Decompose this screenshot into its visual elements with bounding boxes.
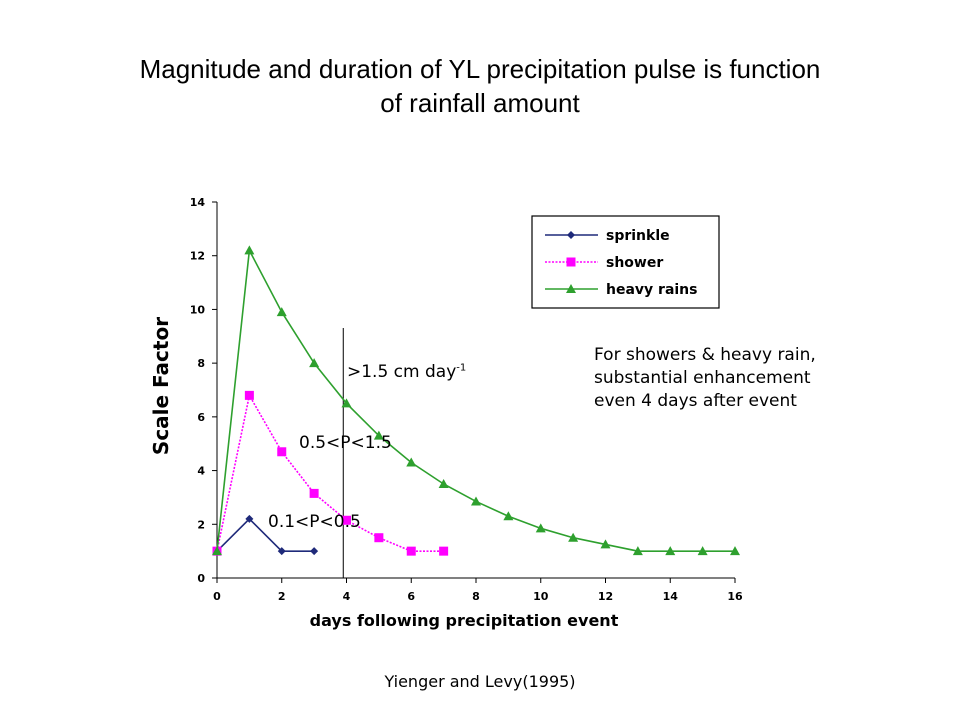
enhancement-note: For showers & heavy rain, substantial en…	[594, 344, 816, 413]
y-tick-label: 4	[197, 465, 205, 478]
point-heavy-rains	[406, 457, 417, 467]
point-heavy-rains	[438, 479, 449, 488]
y-tick-label: 8	[197, 357, 205, 370]
point-heavy-rains	[373, 430, 384, 440]
slide-title-line-1: Magnitude and duration of YL precipitati…	[139, 54, 821, 84]
point-shower	[277, 447, 287, 457]
annotation-heavy-superscript: -1	[456, 362, 467, 374]
legend-marker-shower	[566, 257, 576, 267]
point-shower	[374, 533, 384, 543]
legend-label-sprinkle: sprinkle	[606, 228, 670, 244]
legend-label-heavy-rains: heavy rains	[606, 282, 698, 298]
point-shower	[439, 546, 449, 556]
y-tick-label: 0	[197, 572, 205, 585]
point-heavy-rains	[600, 539, 611, 549]
x-tick-label: 10	[533, 590, 549, 603]
citation: Yienger and Levy(1995)	[384, 672, 576, 691]
y-tick-label: 2	[197, 518, 205, 531]
x-tick-label: 4	[343, 590, 351, 603]
x-tick-label: 12	[598, 590, 613, 603]
annotation-heavy-threshold: >1.5 cm day-1	[347, 362, 466, 382]
y-tick-label: 6	[197, 411, 205, 424]
point-heavy-rains	[471, 496, 481, 506]
annotation-heavy-text: >1.5 cm day	[347, 362, 457, 382]
slide-title-line-2: of rainfall amount	[380, 88, 580, 118]
point-shower	[309, 488, 319, 498]
point-heavy-rains	[244, 245, 255, 255]
point-heavy-rains	[341, 398, 352, 408]
x-tick-label: 8	[472, 590, 480, 603]
y-tick-label: 12	[190, 250, 205, 263]
series-line-sprinkle	[216, 517, 315, 552]
x-tick-label: 6	[407, 590, 415, 603]
point-heavy-rains	[665, 546, 676, 556]
point-shower	[244, 390, 254, 400]
point-heavy-rains	[212, 546, 222, 556]
series-line-shower	[216, 393, 444, 552]
point-sprinkle	[245, 514, 254, 523]
point-heavy-rains	[697, 546, 708, 556]
point-heavy-rains	[309, 358, 320, 368]
point-shower	[406, 546, 416, 556]
point-heavy-rains	[535, 523, 546, 533]
point-sprinkle	[310, 547, 319, 556]
point-sprinkle	[277, 547, 286, 556]
note-line-3: even 4 days after event	[594, 391, 797, 411]
point-heavy-rains	[568, 532, 579, 542]
y-tick-label: 10	[190, 303, 206, 316]
legend-marker-heavy-rains	[566, 284, 576, 293]
point-shower	[342, 515, 351, 525]
point-heavy-rains	[730, 546, 740, 556]
x-tick-label: 0	[213, 590, 221, 603]
legend-label-shower: shower	[606, 255, 663, 271]
point-heavy-rains	[503, 511, 514, 521]
note-line-1: For showers & heavy rain,	[594, 345, 816, 365]
x-tick-label: 2	[278, 590, 286, 603]
point-heavy-rains	[632, 546, 643, 556]
annotation-shower-range: 0.5<P<1.5	[299, 433, 392, 453]
x-tick-label: 16	[727, 590, 743, 603]
slide-title: Magnitude and duration of YL precipitati…	[40, 52, 920, 120]
x-tick-label: 14	[663, 590, 679, 603]
legend-marker-sprinkle	[567, 231, 575, 239]
x-axis-label: days following precipitation event	[310, 611, 619, 630]
point-heavy-rains	[276, 307, 287, 317]
y-tick-label: 14	[190, 196, 206, 209]
y-axis-label: Scale Factor	[149, 317, 173, 455]
annotation-sprinkle-range: 0.1<P<0.5	[268, 512, 361, 532]
note-line-2: substantial enhancement	[594, 368, 811, 388]
